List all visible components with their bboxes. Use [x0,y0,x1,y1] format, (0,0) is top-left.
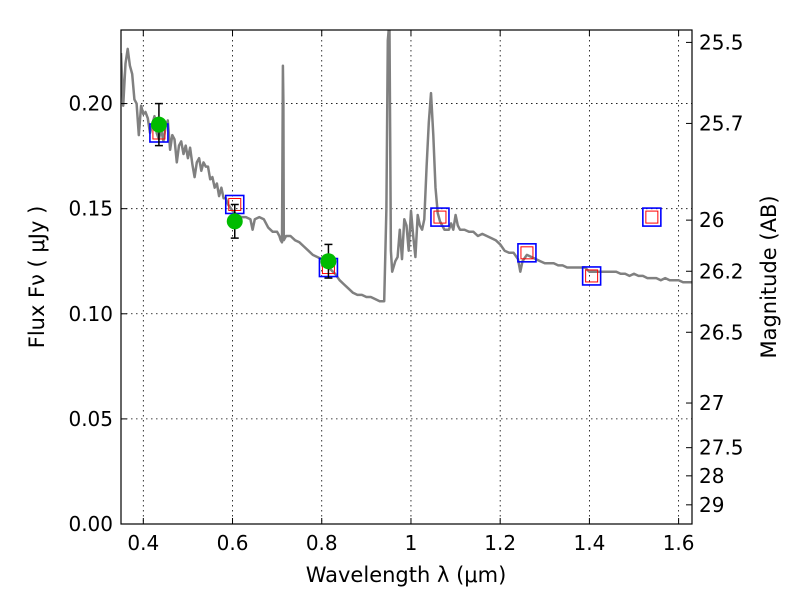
x-tick-label: 1.2 [484,531,516,555]
model-photometry-inner-box [433,210,447,224]
model-photometry-box [642,207,662,227]
mag-tick-label: 25.5 [699,30,744,54]
mag-tick-label: 26.5 [699,320,744,344]
mag-tick-label: 27 [699,391,724,415]
model-photometry-box [517,243,537,263]
data-layer [121,30,692,303]
x-tick-label: 1.4 [573,531,605,555]
tick-layer: 0.4 0.6 0.8 1 1.2 1.4 1.6 0.00 0.05 0.10 0.15 0.20 2… [68,30,744,555]
y-tick-label: 0.05 [68,407,113,431]
mag-tick-label: 26 [699,208,724,232]
x-axis-label: Wavelength λ (μm) [306,563,507,587]
grid-layer [121,30,692,525]
mag-tick-label: 29 [699,493,724,517]
x-tick-label: 0.4 [127,531,159,555]
x-tick-label: 0.6 [217,531,249,555]
x-tick-label: 1 [405,531,418,555]
model-photometry-inner-box [520,246,534,260]
y-tick-label: 0.20 [68,92,113,116]
plot-frame [120,29,693,525]
y-tick-label: 0.15 [68,197,113,221]
y-tick-label: 0.10 [68,302,113,326]
x-tick-label: 1.6 [663,531,695,555]
model-photometry-box [430,207,450,227]
y2-axis-label: Magnitude (AB) [757,195,781,358]
model-photometry-box [581,266,602,286]
model-spectrum-line [121,30,692,303]
observed-point [226,213,243,230]
mag-tick-label: 26.2 [699,259,744,283]
model-photometry-inner-box [645,210,659,224]
observed-point [150,116,167,133]
y-tick-label: 0.00 [68,512,113,536]
mag-tick-label: 28 [699,464,724,488]
mag-tick-label: 25.7 [699,111,744,135]
model-photometry-inner-box [585,269,599,283]
x-tick-label: 0.8 [306,531,338,555]
y-axis-label: Flux Fν ( μJy ) [25,206,49,349]
observed-point [320,253,337,270]
mag-tick-label: 27.5 [699,436,744,460]
